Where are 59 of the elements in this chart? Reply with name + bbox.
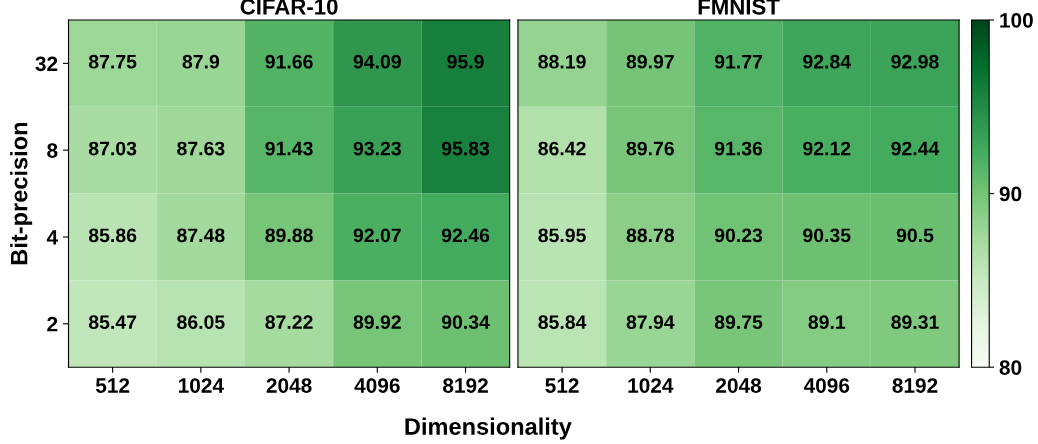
data-label: 89.92: [353, 315, 401, 330]
color-bar-label: 80: [999, 360, 1022, 375]
data-label: 92.44: [891, 141, 940, 156]
data-label: 90.34: [441, 315, 490, 330]
data-label: 87.03: [88, 141, 137, 156]
data-label: 88.78: [626, 228, 675, 243]
y-axis-title: Bit-precision: [10, 122, 33, 265]
data-label: 94.09: [353, 54, 401, 69]
color-bar-label: 90: [999, 186, 1022, 202]
y-tick-label: 2: [47, 316, 58, 332]
x-axis-title: Dimensionality: [405, 417, 572, 440]
data-label: 89.75: [714, 315, 763, 330]
x-tick-label: 1024: [628, 378, 674, 393]
data-label: 89.76: [626, 141, 674, 156]
data-label: 92.12: [803, 141, 851, 156]
data-label: 89.31: [891, 315, 939, 330]
data-label: 85.86: [88, 228, 137, 243]
x-tick-label: 2048: [716, 378, 762, 393]
data-label: 91.43: [265, 141, 313, 156]
data-label: 91.77: [714, 54, 763, 69]
data-label: 90.35: [803, 228, 851, 243]
data-label: 90.5: [896, 228, 934, 243]
data-label: 90.23: [714, 228, 763, 243]
data-label: 95.9: [447, 54, 484, 69]
x-tick-label: 8192: [892, 378, 938, 393]
x-tick-label: 512: [95, 378, 130, 393]
data-label: 86.05: [177, 315, 225, 330]
data-label: 92.46: [441, 228, 490, 243]
x-tick-label: 2048: [266, 378, 312, 393]
x-tick-label: 1024: [178, 378, 224, 393]
data-label: 87.9: [182, 54, 220, 69]
data-label: 89.97: [626, 54, 674, 69]
data-label: 92.07: [353, 228, 401, 243]
data-label: 87.48: [177, 228, 225, 243]
data-label: 85.84: [538, 315, 587, 330]
data-label: 89.1: [808, 315, 846, 330]
x-tick-label: 4096: [803, 378, 850, 393]
color-bar-label: 100: [1000, 12, 1033, 28]
data-label: 85.47: [88, 315, 137, 330]
y-tick-label: 32: [35, 56, 58, 72]
data-label: 91.36: [714, 141, 763, 156]
data-label: 92.84: [803, 54, 851, 69]
data-label: 89.88: [265, 228, 313, 243]
x-tick-label: 8192: [443, 378, 488, 393]
y-tick-label: 4: [46, 230, 58, 245]
data-label: 87.22: [265, 315, 313, 330]
data-label: 91.66: [265, 54, 313, 69]
data-label: 88.19: [538, 54, 586, 69]
data-label: 87.75: [88, 54, 137, 69]
data-label: 92.98: [891, 54, 939, 69]
data-label: 85.95: [538, 228, 586, 243]
x-tick-label: 4096: [354, 378, 400, 393]
data-label: 86.42: [538, 141, 586, 156]
x-tick-label: 512: [545, 378, 579, 393]
data-label: 87.94: [626, 315, 675, 330]
data-label: 95.83: [441, 141, 490, 156]
data-label: 87.63: [177, 141, 225, 156]
y-tick-label: 8: [47, 143, 58, 158]
data-label: 93.23: [353, 141, 401, 156]
